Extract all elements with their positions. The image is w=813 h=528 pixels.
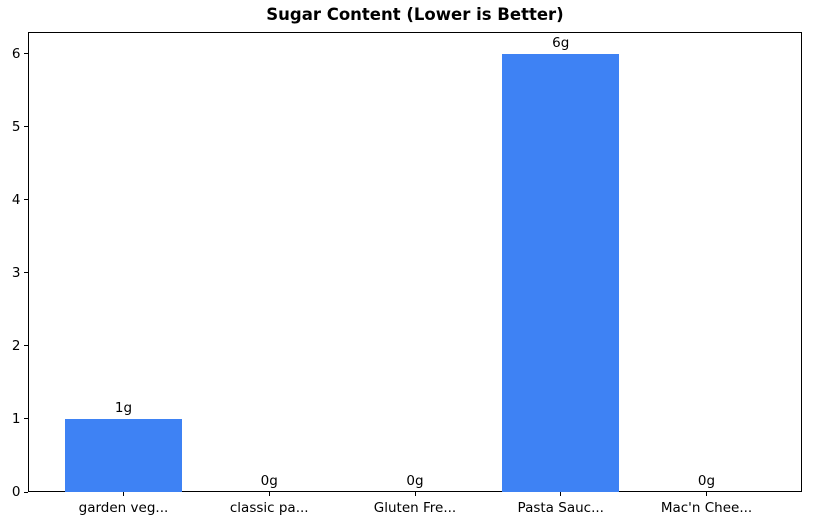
plot-area (28, 32, 802, 492)
x-axis-tick-label: garden veg... (78, 499, 169, 516)
y-axis-tick-label: 1 (11, 410, 21, 427)
y-axis-tick-mark (24, 199, 28, 201)
y-axis-tick-label: 3 (11, 264, 21, 281)
y-axis-tick-label: 2 (11, 337, 21, 354)
x-axis-tick-label: classic pa... (229, 499, 309, 516)
bar-value-label: 0g (260, 473, 278, 489)
y-axis-tick-mark (24, 272, 28, 274)
x-axis-tick-mark (414, 492, 416, 496)
bar-value-label: 0g (697, 473, 716, 489)
bar-4 (502, 53, 620, 492)
y-axis-tick-mark (24, 418, 28, 420)
y-axis-tick-mark (24, 53, 28, 55)
x-axis-tick-mark (706, 492, 708, 496)
y-axis-tick-label: 4 (11, 191, 21, 208)
y-axis-tick-mark (24, 491, 28, 493)
y-axis-tick-label: 5 (11, 118, 21, 135)
x-axis-tick-mark (122, 492, 124, 496)
bar-1 (65, 418, 182, 492)
x-axis-tick-label: Mac'n Chee... (660, 499, 753, 516)
bar-value-label: 6g (552, 34, 570, 51)
chart-title: Sugar Content (Lower is Better) (266, 5, 564, 24)
y-axis-tick-label: 0 (11, 484, 21, 500)
bar-value-label: 0g (406, 473, 424, 489)
x-axis-tick-mark (268, 492, 270, 496)
y-axis-tick-label: 6 (11, 45, 21, 62)
x-axis-tick-label: Pasta Sauc... (517, 499, 604, 516)
x-axis-tick-label: Gluten Fre... (373, 499, 457, 516)
y-axis-tick-mark (24, 126, 28, 128)
bar-value-label: 1g (114, 399, 133, 416)
x-axis-tick-mark (560, 492, 562, 496)
y-axis-tick-mark (24, 345, 28, 347)
